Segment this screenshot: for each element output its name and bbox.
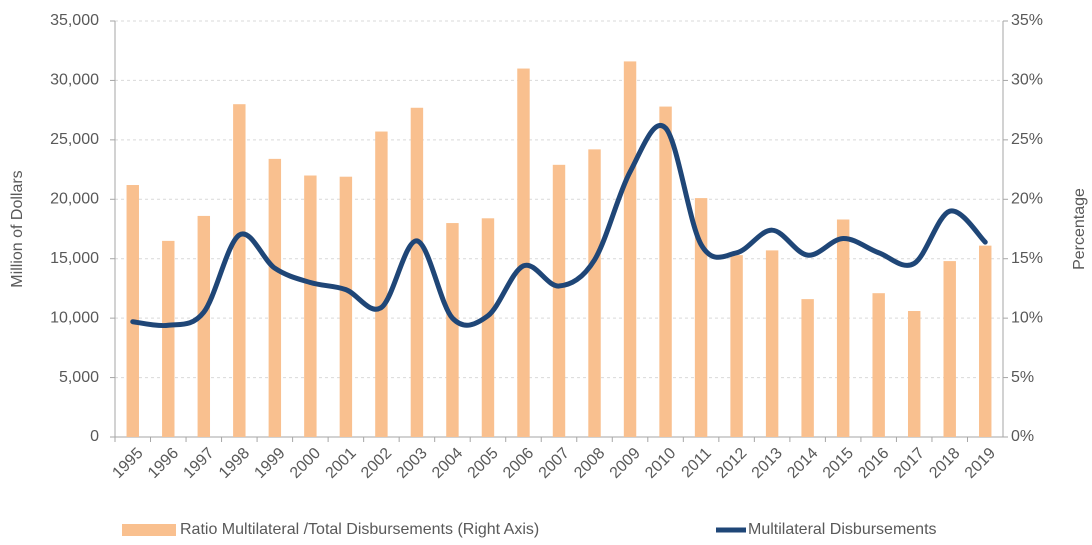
y2-tick-label: 20% [1011, 191, 1043, 208]
bar [907, 311, 921, 437]
bar [552, 164, 566, 437]
y2-axis-label: Percentage [1071, 188, 1088, 270]
bar [979, 245, 992, 437]
y2-tick-label: 15% [1011, 250, 1043, 267]
bar [304, 175, 317, 437]
x-tick-label: 2018 [926, 445, 963, 482]
x-tick-label: 2005 [465, 445, 502, 482]
bar [659, 106, 672, 437]
bar [943, 261, 956, 437]
x-tick-label: 1996 [145, 445, 182, 482]
x-tick-label: 1995 [109, 445, 146, 482]
y2-tick-label: 5% [1011, 369, 1034, 386]
x-tick-label: 2011 [679, 445, 715, 481]
legend-label: Multilateral Disbursements [748, 521, 937, 538]
y-tick-label: 15,000 [50, 250, 99, 267]
x-tick-label: 2004 [429, 445, 466, 482]
x-tick-label: 2006 [500, 445, 537, 482]
y2-tick-label: 30% [1011, 72, 1043, 89]
bar [339, 176, 353, 437]
bar [517, 68, 530, 438]
x-tick-label: 1998 [216, 445, 253, 482]
x-tick-label: 2013 [749, 445, 786, 482]
x-tick-label: 2007 [536, 445, 573, 482]
legend-swatch [122, 524, 176, 536]
x-tick-label: 2014 [784, 445, 821, 482]
x-tick-label: 2017 [891, 445, 928, 482]
y2-tick-label: 10% [1011, 309, 1043, 326]
line [130, 123, 988, 329]
y-tick-label: 10,000 [50, 309, 99, 326]
bar [126, 185, 139, 437]
x-tick-label: 1997 [180, 445, 217, 482]
x-tick-label: 2000 [287, 445, 324, 482]
y-tick-label: 20,000 [50, 191, 99, 208]
bar [233, 104, 246, 437]
bar [801, 299, 814, 437]
bar [197, 215, 211, 437]
bar [872, 293, 885, 437]
bar [410, 107, 424, 437]
bar [162, 240, 175, 437]
bar [375, 131, 388, 437]
bar [730, 255, 743, 437]
x-tick-label: 2001 [323, 445, 360, 482]
x-tick-label: 1999 [251, 445, 288, 482]
x-tick-label: 2009 [607, 445, 644, 482]
bar [588, 149, 601, 437]
y-axis-label: Million of Dollars [9, 170, 26, 287]
y-tick-label: 5,000 [59, 369, 99, 386]
x-tick-label: 2019 [962, 445, 999, 482]
bar [623, 61, 637, 437]
x-tick-label: 2003 [394, 445, 431, 482]
bar [836, 219, 850, 437]
x-tick-label: 2016 [855, 445, 892, 482]
y2-tick-label: 35% [1011, 12, 1043, 29]
bar [446, 223, 459, 437]
y2-tick-label: 0% [1011, 428, 1034, 445]
x-tick-label: 2012 [713, 445, 750, 482]
x-tick-label: 2010 [642, 445, 679, 482]
x-tick-label: 2002 [358, 445, 395, 482]
y-tick-label: 0 [90, 428, 99, 445]
bar [268, 158, 282, 438]
legend-label: Ratio Multilateral /Total Disbursements … [180, 521, 539, 538]
x-tick-label: 2015 [820, 445, 857, 482]
y-tick-label: 30,000 [50, 72, 99, 89]
y-tick-label: 35,000 [50, 12, 99, 29]
bar [481, 218, 495, 437]
bar [694, 198, 708, 437]
x-tick-label: 2008 [571, 445, 608, 482]
y-tick-label: 25,000 [50, 131, 99, 148]
bar [765, 250, 779, 437]
y2-tick-label: 25% [1011, 131, 1043, 148]
